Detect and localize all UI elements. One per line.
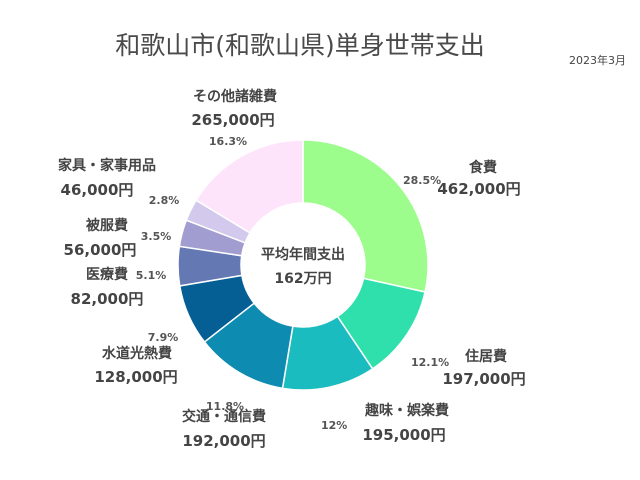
slice-percent-2: 12% [321,419,347,432]
slice-value-6: 56,000円 [64,241,137,259]
slice-value-4: 128,000円 [94,368,177,386]
slice-value-7: 46,000円 [61,181,134,199]
slice-label-0: 食費 [469,159,497,176]
slice-label-7: 家具・家事用品 [58,157,156,174]
slice-label-5: 医療費 [86,266,128,283]
center-label: 平均年間支出 [261,246,345,263]
slice-value-1: 197,000円 [442,370,525,388]
slice-percent-5: 5.1% [136,269,167,282]
slice-label-6: 被服費 [86,217,128,234]
slice-percent-8: 16.3% [209,135,247,148]
slice-value-8: 265,000円 [191,111,274,129]
slice-label-1: 住居費 [465,348,507,365]
slice-percent-3: 11.8% [206,400,244,413]
slice-value-2: 195,000円 [362,426,445,444]
slice-8 [195,139,304,234]
slice-percent-6: 3.5% [141,230,172,243]
slice-label-2: 趣味・娯楽費 [364,402,449,419]
slice-label-3: 交通・通信費 [182,408,266,425]
slice-percent-1: 12.1% [411,356,449,369]
slice-percent-4: 7.9% [148,331,179,344]
slice-0 [302,139,429,293]
slice-value-5: 82,000円 [71,290,144,308]
slice-value-0: 462,000円 [437,180,520,198]
slice-label-4: 水道光熱費 [102,345,172,362]
center-value: 162万円 [274,271,331,287]
slices-group [177,139,429,391]
date-label: 2023年3月 [569,54,626,67]
chart-title: 和歌山市(和歌山県)単身世帯支出 [115,31,485,60]
slice-label-8: その他諸雑費 [193,88,277,105]
slice-percent-7: 2.8% [149,194,180,207]
slice-percent-0: 28.5% [403,174,441,187]
slice-value-3: 192,000円 [182,432,265,450]
